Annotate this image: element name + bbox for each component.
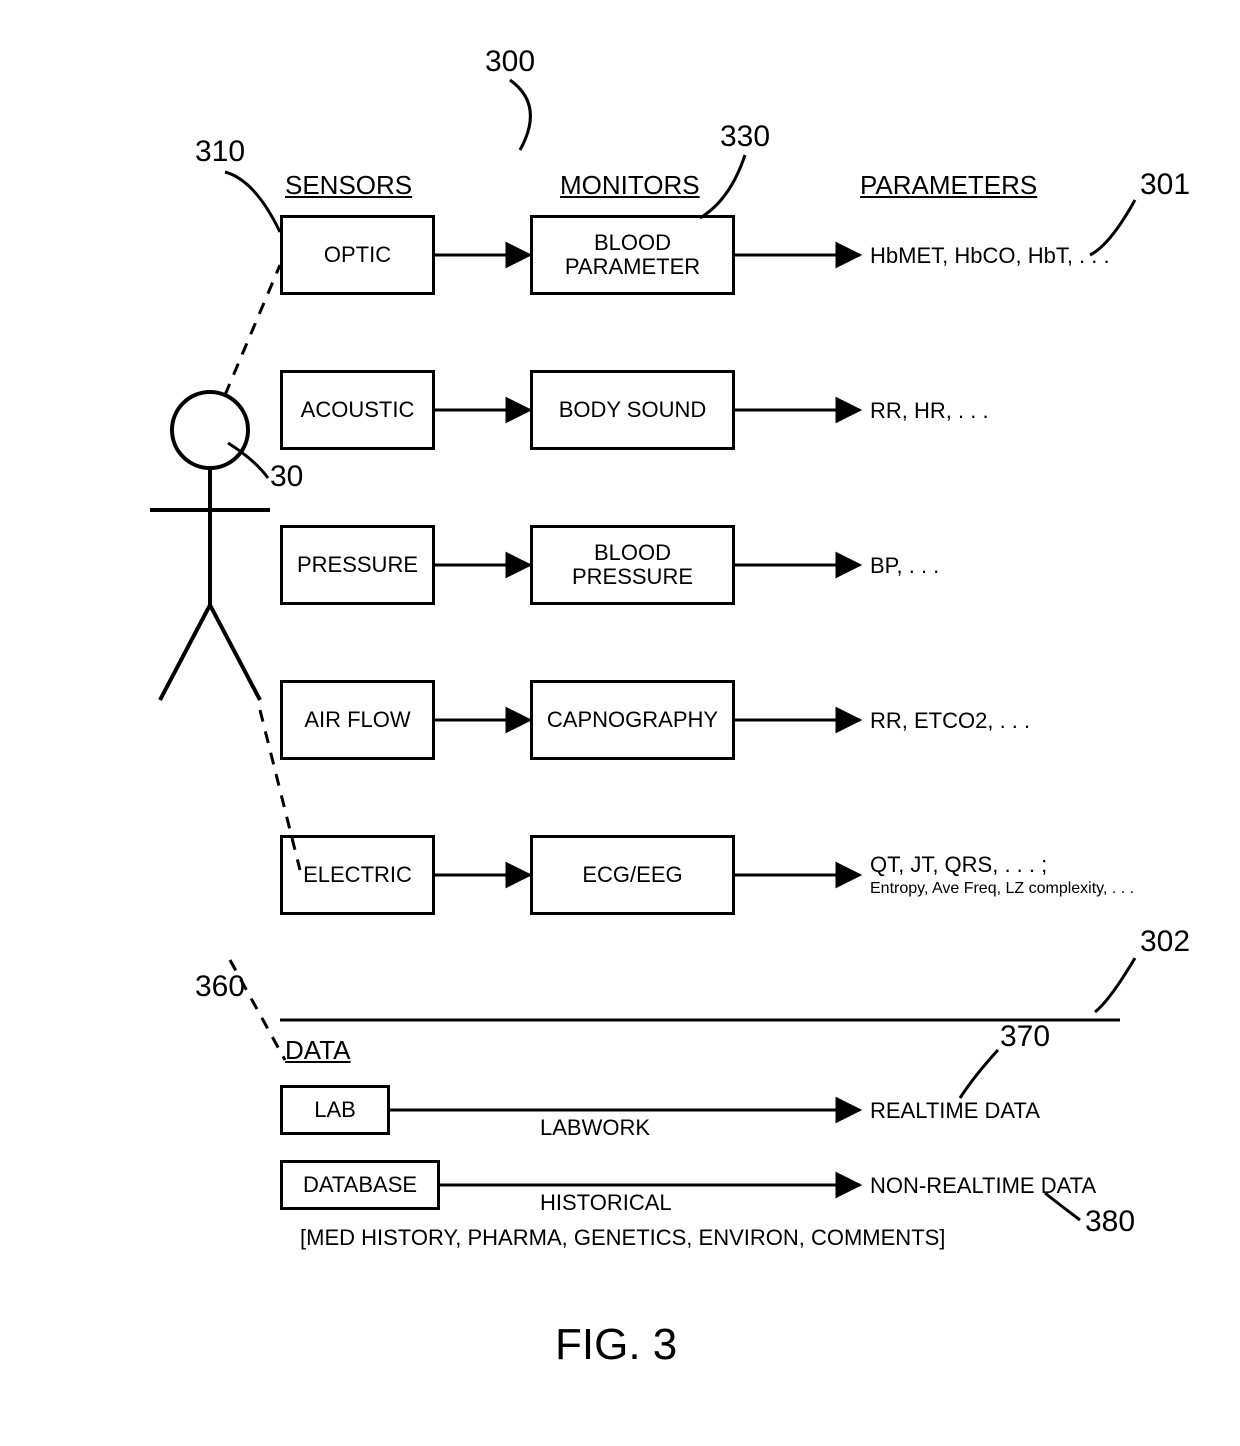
header-monitors: MONITORS	[560, 170, 700, 201]
monitor-body-sound: BODY SOUND	[530, 370, 735, 450]
param-pressure: BP, . . .	[870, 553, 939, 579]
ref-370: 370	[1000, 1020, 1050, 1054]
sensor-electric: ELECTRIC	[280, 835, 435, 915]
monitor-ecg-eeg: ECG/EEG	[530, 835, 735, 915]
ref-380: 380	[1085, 1205, 1135, 1239]
sensor-airflow: AIR FLOW	[280, 680, 435, 760]
ref-360: 360	[195, 970, 245, 1004]
header-data: DATA	[285, 1035, 350, 1066]
ref-302: 302	[1140, 925, 1190, 959]
sensor-optic: OPTIC	[280, 215, 435, 295]
monitor-blood-pressure: BLOOD PRESSURE	[530, 525, 735, 605]
database-note: [MED HISTORY, PHARMA, GENETICS, ENVIRON,…	[300, 1225, 945, 1251]
label-non-realtime: NON-REALTIME DATA	[870, 1173, 1096, 1199]
param-electric: QT, JT, QRS, . . . ; Entropy, Ave Freq, …	[870, 852, 1134, 898]
sensor-acoustic: ACOUSTIC	[280, 370, 435, 450]
header-sensors: SENSORS	[285, 170, 412, 201]
data-database: DATABASE	[280, 1160, 440, 1210]
ref-330: 330	[720, 120, 770, 154]
label-historical: HISTORICAL	[540, 1190, 672, 1216]
sensor-pressure: PRESSURE	[280, 525, 435, 605]
monitor-capnography: CAPNOGRAPHY	[530, 680, 735, 760]
header-parameters: PARAMETERS	[860, 170, 1037, 201]
figure-label: FIG. 3	[555, 1320, 677, 1370]
param-optic: HbMET, HbCO, HbT, . . .	[870, 243, 1110, 269]
param-airflow: RR, ETCO2, . . .	[870, 708, 1030, 734]
ref-310: 310	[195, 135, 245, 169]
ref-301: 301	[1140, 168, 1190, 202]
ref-30: 30	[270, 460, 303, 494]
monitor-blood-parameter: BLOOD PARAMETER	[530, 215, 735, 295]
param-acoustic: RR, HR, . . .	[870, 398, 989, 424]
ref-300: 300	[485, 45, 535, 79]
label-labwork: LABWORK	[540, 1115, 650, 1141]
label-realtime: REALTIME DATA	[870, 1098, 1040, 1124]
patient-icon	[150, 392, 270, 700]
data-lab: LAB	[280, 1085, 390, 1135]
diagram-page: SENSORS MONITORS PARAMETERS OPTIC ACOUST…	[0, 0, 1240, 1446]
